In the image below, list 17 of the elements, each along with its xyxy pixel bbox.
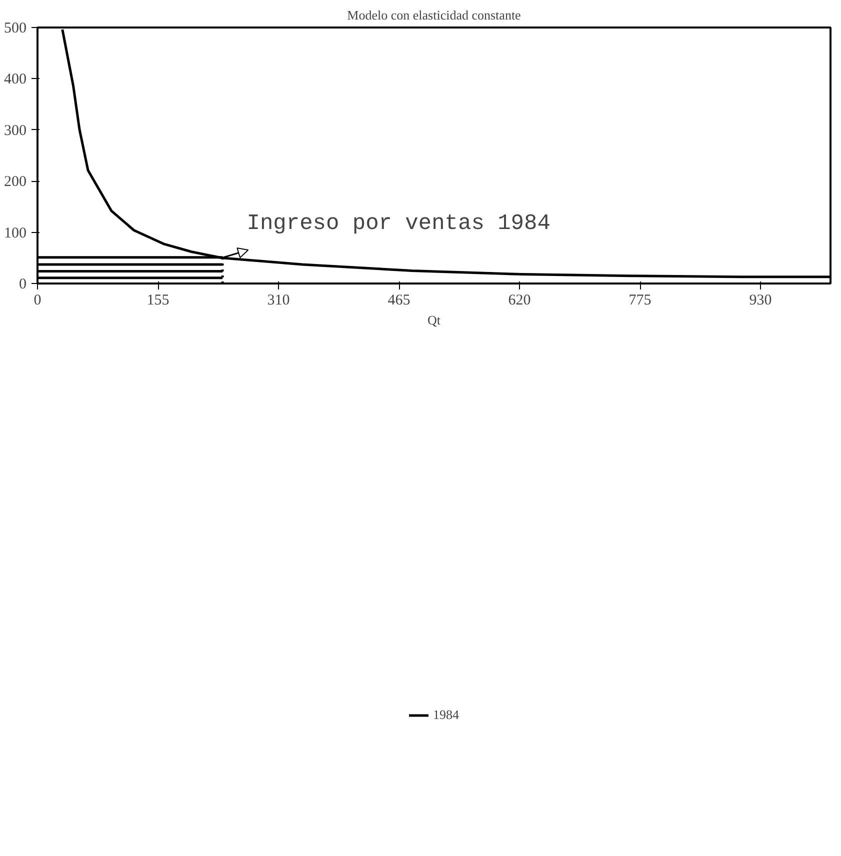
- y-tick-label: 100: [4, 225, 26, 242]
- y-tick-label: 300: [4, 122, 26, 139]
- y-tick-label: 500: [4, 20, 26, 36]
- annotation: Ingreso por ventas 1984: [246, 210, 550, 236]
- x-tick-label: 155: [146, 292, 170, 308]
- x-tick-label: 0: [34, 292, 42, 308]
- x-axis-title: Qt: [428, 312, 441, 328]
- y-tick-label: 0: [19, 276, 26, 292]
- x-tick-label: 465: [388, 292, 410, 308]
- x-tick-label: 310: [267, 292, 290, 308]
- x-tick-label: 775: [628, 292, 652, 308]
- x-tick-label: 930: [749, 292, 772, 308]
- y-tick-label: 200: [4, 174, 26, 190]
- chart-title: Modelo con elasticidad constante: [347, 8, 522, 22]
- y-tick-label: 400: [4, 72, 26, 88]
- legend-label: 1984: [433, 707, 459, 723]
- x-tick-label: 620: [508, 292, 531, 308]
